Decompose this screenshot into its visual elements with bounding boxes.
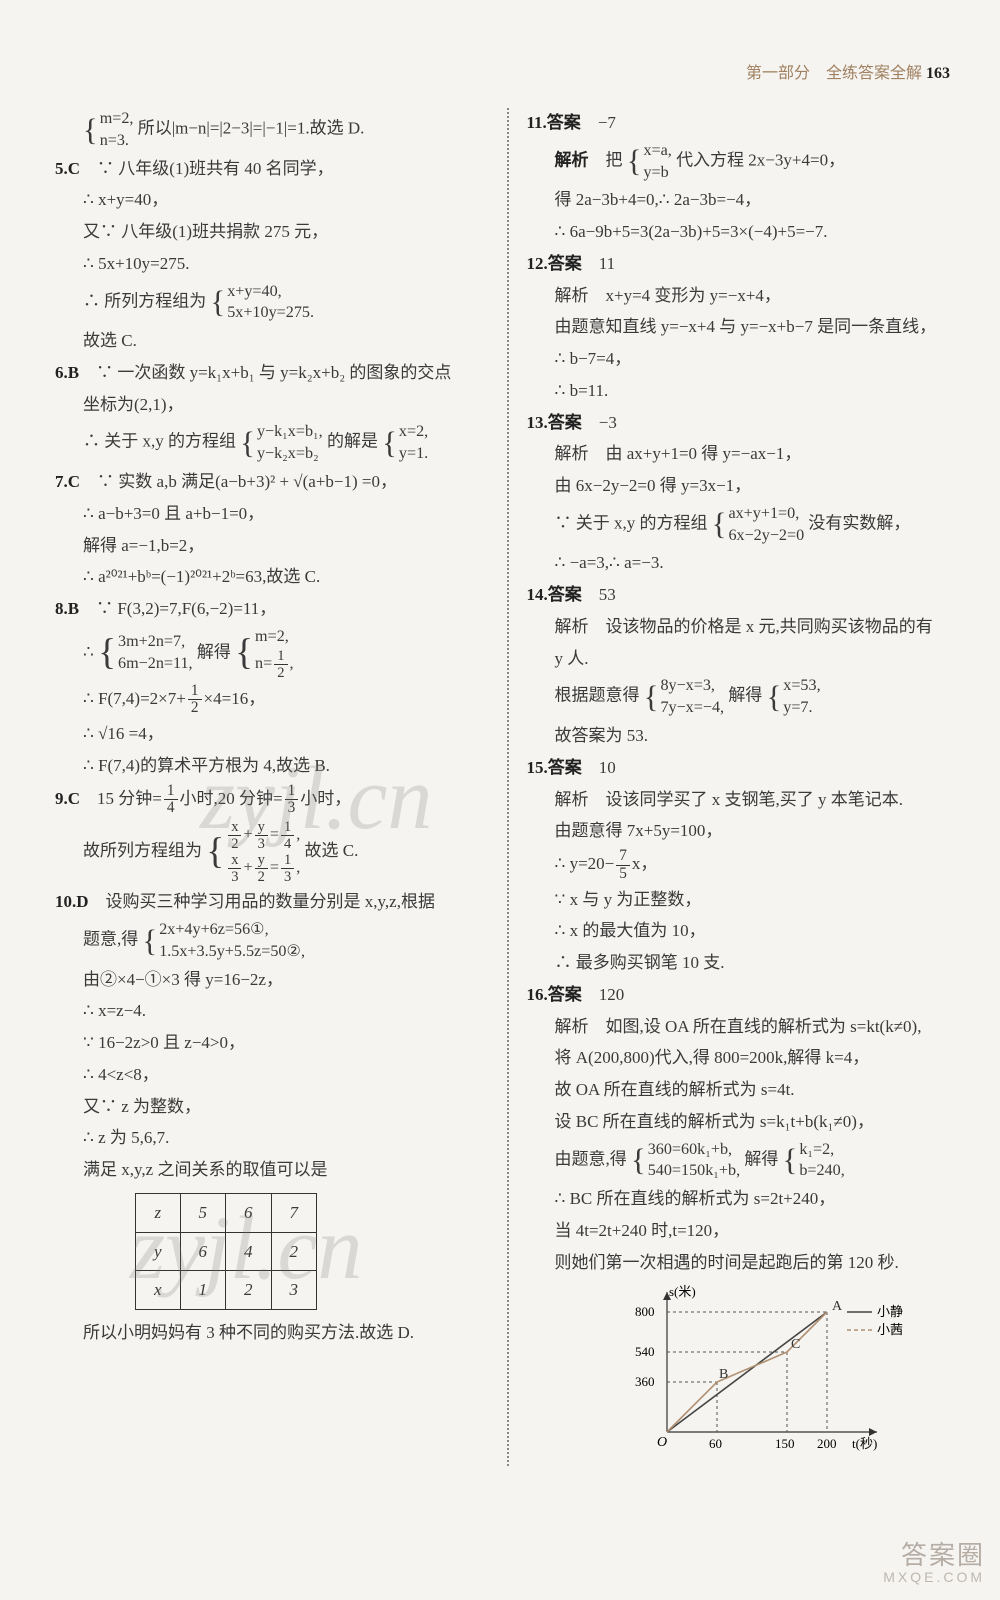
svg-text:150: 150 <box>775 1436 795 1451</box>
q14: 14.答案 53 <box>527 580 961 610</box>
q5: 5.C ∵ 八年级(1)班共有 40 名同学， <box>55 154 489 184</box>
corner-watermark: 答案圈 MXQE.COM <box>883 1541 985 1585</box>
svg-text:小茜: 小茜 <box>877 1322 903 1337</box>
left-column: m=2,n=3. 所以|m−n|=|2−3|=|−1|=1.故选 D. 5.C … <box>55 108 489 1466</box>
svg-text:t(秒): t(秒) <box>852 1436 877 1451</box>
svg-text:360: 360 <box>635 1374 655 1389</box>
page-header: 第一部分 全练答案全解 163 <box>55 60 960 88</box>
svg-text:B: B <box>719 1367 728 1382</box>
q11: 11.答案 −7 <box>527 108 961 138</box>
q8: 8.B ∵ F(3,2)=7,F(6,−2)=11， <box>55 594 489 624</box>
q16: 16.答案 120 <box>527 980 961 1010</box>
svg-text:小静: 小静 <box>877 1304 903 1319</box>
right-column: 11.答案 −7 解析 把 x=a,y=b 代入方程 2x−3y+4=0， 得 … <box>527 108 961 1466</box>
svg-text:60: 60 <box>709 1436 722 1451</box>
columns: m=2,n=3. 所以|m−n|=|2−3|=|−1|=1.故选 D. 5.C … <box>55 108 960 1466</box>
q10-table: z567 y642 x123 <box>135 1193 317 1310</box>
column-divider <box>507 108 509 1466</box>
q10: 10.D 设购买三种学习用品的数量分别是 x,y,z,根据 <box>55 887 489 917</box>
q13: 13.答案 −3 <box>527 408 961 438</box>
q16-graph: A B C 800 540 360 60 150 200 O s(米) t(秒) <box>627 1282 961 1467</box>
svg-text:540: 540 <box>635 1344 655 1359</box>
svg-text:800: 800 <box>635 1304 655 1319</box>
svg-text:C: C <box>791 1337 800 1352</box>
q4-tail: m=2,n=3. 所以|m−n|=|2−3|=|−1|=1.故选 D. <box>55 108 489 152</box>
q12: 12.答案 11 <box>527 249 961 279</box>
q15: 15.答案 10 <box>527 753 961 783</box>
svg-text:O: O <box>657 1435 667 1450</box>
page-number: 163 <box>926 65 950 82</box>
q9: 9.C 15 分钟=14小时,20 分钟=13小时， <box>55 783 489 818</box>
svg-text:200: 200 <box>817 1436 837 1451</box>
page: 第一部分 全练答案全解 163 m=2,n=3. 所以|m−n|=|2−3|=|… <box>0 0 1000 1506</box>
svg-text:A: A <box>832 1299 843 1314</box>
q7: 7.C ∵ 实数 a,b 满足(a−b+3)² + √(a+b−1) =0， <box>55 467 489 497</box>
svg-text:s(米): s(米) <box>669 1284 696 1299</box>
section-title: 第一部分 全练答案全解 <box>746 65 922 82</box>
q6: 6.B ∵ 一次函数 y=k₁x+b₁ 与 y=k₂x+b₂ 的图象的交点 <box>55 358 489 388</box>
